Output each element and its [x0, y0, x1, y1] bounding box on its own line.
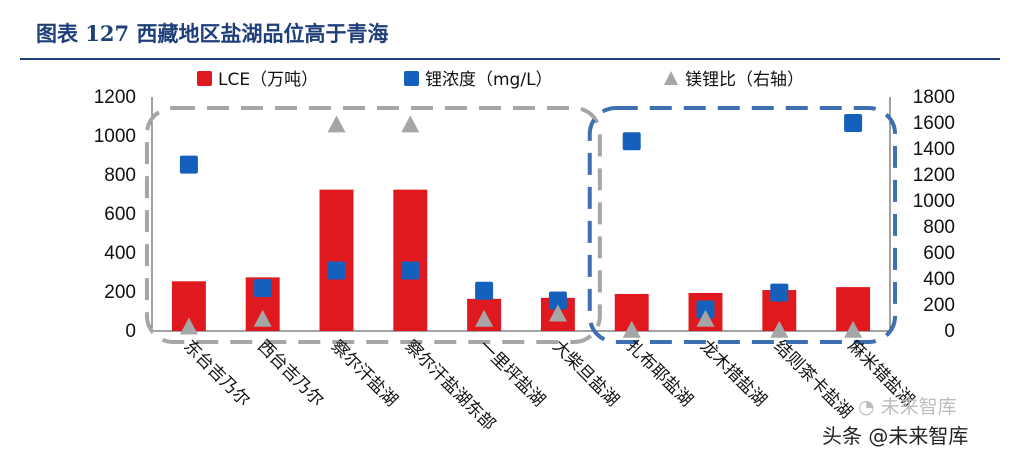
legend-swatch-mg-li — [664, 71, 678, 85]
y-tick-left-label: 1000 — [94, 126, 136, 147]
x-category-label: 扎布耶盐湖 — [622, 336, 696, 410]
y-tick-right-label: 400 — [923, 269, 955, 290]
marker-mg-li-ratio — [622, 320, 641, 338]
marker-li-concentration — [401, 261, 420, 280]
y-tick-right-label: 1200 — [913, 165, 955, 186]
marker-li-concentration — [696, 300, 715, 319]
marker-li-concentration — [327, 261, 346, 280]
marker-li-concentration — [179, 155, 198, 174]
group-box — [587, 106, 898, 344]
y-tick-right-label: 200 — [923, 295, 955, 316]
y-tick-left-label: 600 — [104, 204, 136, 225]
y-tick-left-label: 400 — [104, 243, 136, 264]
legend-label: 锂浓度（mg/L） — [425, 70, 553, 90]
marker-li-concentration — [622, 132, 641, 151]
marker-mg-li-ratio — [696, 309, 715, 327]
marker-mg-li-ratio — [327, 115, 346, 133]
marker-li-concentration — [770, 283, 789, 302]
y-tick-right-label: 0 — [944, 321, 955, 342]
x-category-label: 大柴旦盐湖 — [548, 336, 622, 410]
x-category-label: 东台吉乃尔 — [179, 336, 253, 410]
x-category-label: 结则茶卡盐湖 — [770, 336, 856, 422]
group-box — [144, 106, 602, 344]
y-tick-left-label: 1200 — [94, 87, 136, 108]
marker-mg-li-ratio — [475, 309, 494, 327]
x-category-label: 西台吉乃尔 — [253, 336, 327, 410]
legend-label: 镁锂比（右轴） — [685, 70, 804, 90]
y-tick-right-label: 1600 — [913, 113, 955, 134]
marker-mg-li-ratio — [253, 309, 272, 327]
marker-mg-li-ratio — [548, 304, 567, 322]
y-tick-left-label: 0 — [125, 321, 136, 342]
x-category-label: 察尔汗盐湖 — [327, 336, 401, 410]
marker-li-concentration — [844, 114, 863, 132]
marker-mg-li-ratio — [770, 320, 789, 338]
y-tick-right-label: 1400 — [913, 139, 955, 160]
chart-title: 图表 127 西藏地区盐湖品位高于青海 — [36, 21, 389, 46]
bar-lce — [393, 189, 428, 331]
y-tick-left-label: 800 — [104, 165, 136, 186]
legend-swatch — [197, 71, 212, 86]
bar-lce — [319, 189, 354, 331]
y-tick-right-label: 800 — [923, 217, 955, 238]
x-category-label: 龙木措盐湖 — [696, 336, 770, 410]
marker-mg-li-ratio — [844, 320, 863, 338]
marker-li-concentration — [253, 279, 272, 298]
marker-mg-li-ratio — [401, 115, 420, 133]
y-tick-right-label: 1000 — [913, 191, 955, 212]
x-category-label: 一里坪盐湖 — [475, 336, 549, 410]
y-tick-left-label: 200 — [104, 282, 136, 303]
watermark-footer: 头条 @未来智库 — [822, 424, 969, 448]
y-tick-right-label: 1800 — [913, 87, 955, 108]
marker-mg-li-ratio — [179, 317, 198, 335]
legend-label: LCE（万吨） — [218, 70, 318, 90]
title-underline — [20, 58, 1000, 60]
wechat-icon: ◔ — [858, 396, 875, 418]
marker-li-concentration — [548, 291, 567, 310]
watermark-logo: ◔ 未来智库 — [858, 392, 957, 419]
legend-swatch — [404, 71, 419, 86]
marker-li-concentration — [475, 281, 494, 300]
y-tick-right-label: 600 — [923, 243, 955, 264]
watermark-logo-text: 未来智库 — [880, 396, 957, 418]
